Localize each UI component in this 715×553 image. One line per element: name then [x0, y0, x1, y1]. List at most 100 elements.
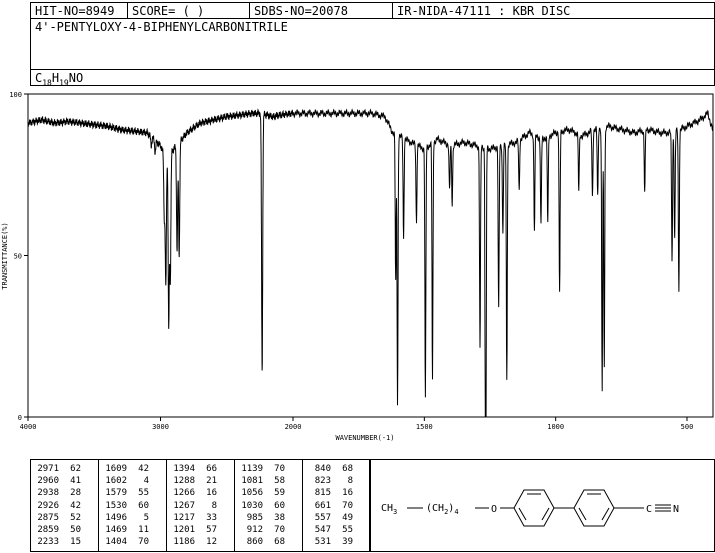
- peak-transmittance: 58: [274, 476, 285, 487]
- peak-wavenumber: 2875: [37, 512, 59, 523]
- y-tick-label: 0: [18, 414, 22, 422]
- peak-wavenumber: 661: [314, 500, 331, 511]
- peak-table-row: 1056 59: [237, 488, 285, 499]
- header-divider: [392, 3, 393, 19]
- peak-wavenumber: 2938: [37, 488, 59, 499]
- phenyl-ring-2: [573, 489, 615, 527]
- hit-number: HIT-NO=8949: [35, 4, 115, 18]
- peak-table-row: 1404 70: [101, 537, 149, 548]
- peak-table-divider: [234, 460, 235, 551]
- methyl-group: CH3: [381, 503, 397, 516]
- peak-wavenumber: 2859: [37, 525, 59, 535]
- peak-transmittance: 62: [70, 464, 81, 474]
- peak-wavenumber: 1404: [105, 537, 127, 548]
- measurement-method: IR-NIDA-47111 : KBR DISC: [397, 4, 571, 18]
- peak-wavenumber: 1201: [173, 525, 195, 535]
- peak-wavenumber: 1609: [105, 464, 127, 474]
- molecular-formula: C18H19NO: [35, 71, 83, 90]
- peak-table-row: 1201 57: [169, 525, 217, 536]
- peak-wavenumber: 531: [314, 537, 331, 548]
- peak-transmittance: 42: [70, 500, 81, 511]
- peak-table-row: 912 70: [237, 525, 285, 536]
- peak-transmittance: 28: [70, 488, 81, 499]
- peak-table-row: 1186 12: [169, 537, 217, 548]
- peak-wavenumber: 985: [246, 512, 263, 523]
- peak-transmittance: 49: [342, 512, 353, 523]
- peak-transmittance: 68: [342, 464, 353, 474]
- peak-table-row: 1217 33: [169, 513, 217, 524]
- ring-inner-bond: [578, 507, 587, 521]
- peak-table-row: 1579 55: [101, 488, 149, 499]
- peak-table-divider: [302, 460, 303, 551]
- peak-wavenumber: 1056: [241, 488, 263, 499]
- peak-wavenumber: 1030: [241, 500, 263, 511]
- formula-rest: NO: [68, 71, 84, 85]
- x-axis-label: WAVENUMBER(-1): [335, 434, 394, 442]
- peak-table-row: 661 70: [305, 501, 353, 512]
- peak-table-row: 815 16: [305, 488, 353, 499]
- peak-table-row: 840 68: [305, 464, 353, 475]
- peak-transmittance: 52: [70, 512, 81, 523]
- peak-table-row: 985 38: [237, 513, 285, 524]
- peak-transmittance: 39: [342, 537, 353, 548]
- peak-transmittance: 4: [143, 476, 149, 487]
- peak-wavenumber: 557: [314, 512, 331, 523]
- peak-table-row: 1609 42: [101, 464, 149, 475]
- peak-transmittance: 57: [206, 525, 217, 535]
- compound-name: 4'-PENTYLOXY-4-BIPHENYLCARBONITRILE: [35, 20, 288, 34]
- peak-transmittance: 16: [342, 488, 353, 499]
- peak-table-divider: [98, 460, 99, 551]
- peak-transmittance: 33: [206, 512, 217, 523]
- peak-wavenumber: 1139: [241, 464, 263, 474]
- peak-transmittance: 66: [206, 464, 217, 474]
- x-tick-label: 500: [681, 423, 694, 431]
- peak-table-row: 2960 41: [33, 476, 81, 487]
- peak-table-row: 1469 11: [101, 525, 149, 536]
- peak-wavenumber: 1602: [105, 476, 127, 487]
- nitrile-nitrogen: N: [673, 504, 679, 515]
- peak-transmittance: 8: [211, 500, 217, 511]
- peak-wavenumber: 1469: [105, 525, 127, 535]
- peak-wavenumber: 547: [314, 525, 331, 535]
- peak-transmittance: 55: [342, 525, 353, 535]
- molecular-structure: CH3 (CH2)4 O C N: [381, 489, 679, 527]
- peak-wavenumber: 1266: [173, 488, 195, 499]
- x-tick-label: 1000: [547, 423, 564, 431]
- peak-transmittance: 68: [274, 537, 285, 548]
- methylene-chain: (CH2)4: [426, 503, 459, 516]
- peak-transmittance: 70: [274, 525, 285, 535]
- peak-table-row: 547 55: [305, 525, 353, 536]
- peak-wavenumber: 1394: [173, 464, 195, 474]
- sdbs-number: SDBS-NO=20078: [254, 4, 348, 18]
- peak-table-row: 2926 42: [33, 501, 81, 512]
- peak-transmittance: 70: [274, 464, 285, 474]
- peak-table: 2971 62 2960 41 2938 28 2926 42 2875 52 2859 50 2233…: [30, 459, 370, 552]
- formula-hydrogen: H: [51, 71, 60, 85]
- peak-table-row: 1266 16: [169, 488, 217, 499]
- formula-carbon-count: 18: [42, 78, 52, 88]
- formula-carbon: C: [35, 71, 43, 85]
- header-divider: [127, 3, 128, 19]
- peak-table-row: 860 68: [237, 537, 285, 548]
- peak-transmittance: 11: [138, 525, 149, 535]
- peak-transmittance: 50: [70, 525, 81, 535]
- peak-wavenumber: 2971: [37, 464, 59, 474]
- ring-inner-bond: [541, 507, 550, 521]
- peak-transmittance: 70: [342, 500, 353, 511]
- peak-table-row: 2875 52: [33, 513, 81, 524]
- peak-transmittance: 41: [70, 476, 81, 487]
- peak-wavenumber: 1288: [173, 476, 195, 487]
- peak-transmittance: 5: [143, 512, 149, 523]
- peak-wavenumber: 860: [246, 537, 263, 548]
- peak-transmittance: 55: [138, 488, 149, 499]
- ether-oxygen: O: [491, 504, 497, 515]
- peak-table-row: 2971 62: [33, 464, 81, 475]
- plot-frame: [27, 93, 714, 418]
- ring-inner-bond: [518, 507, 527, 521]
- peak-transmittance: 15: [70, 537, 81, 548]
- peak-wavenumber: 1217: [173, 512, 195, 523]
- nitrile-carbon: C: [646, 504, 652, 515]
- peak-table-row: 1267 8: [169, 501, 217, 512]
- peak-wavenumber: 1267: [173, 500, 195, 511]
- peak-wavenumber: 1579: [105, 488, 127, 499]
